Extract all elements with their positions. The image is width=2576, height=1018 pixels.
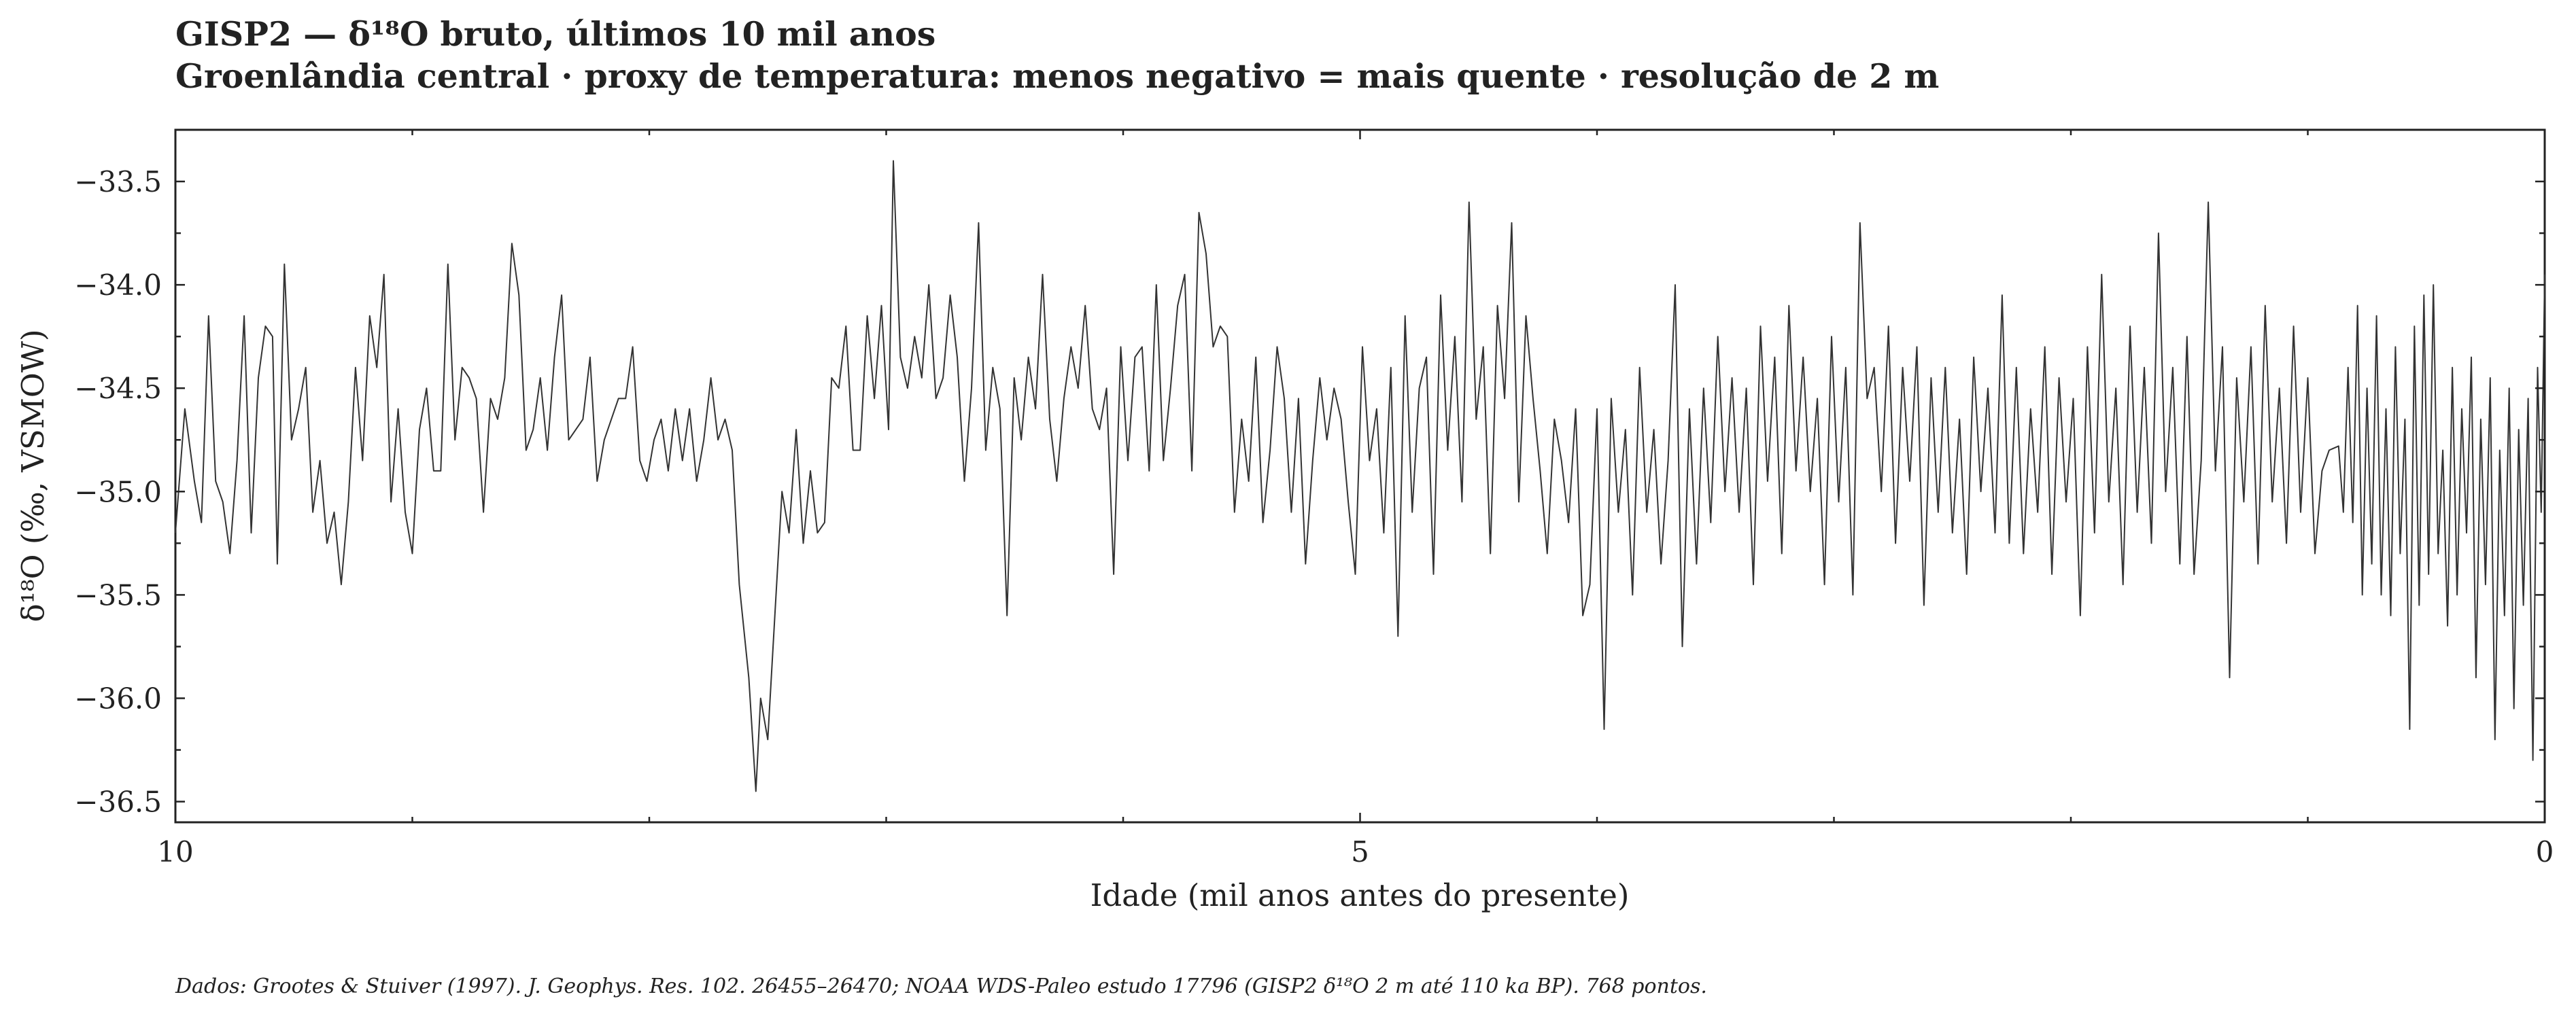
x-tick-label: 0 [2536, 835, 2554, 868]
y-tick-label: −35.0 [74, 475, 162, 508]
y-tick-label: −34.5 [74, 372, 162, 405]
y-tick-label: −33.5 [74, 165, 162, 198]
x-tick-label: 5 [1351, 835, 1369, 868]
plot-frame [174, 128, 2546, 824]
x-tick-label: 10 [157, 835, 193, 868]
y-tick-label: −36.0 [74, 682, 162, 715]
y-axis-ticks: −33.5 −34.0 −34.5 −35.0 −35.5 −36.0 −36.5 [74, 128, 2545, 819]
chart-subtitle: Groenlândia central · proxy de temperatu… [175, 56, 1940, 96]
y-tick-label: −35.5 [74, 578, 162, 612]
chart-title: GISP2 — δ¹⁸O bruto, últimos 10 mil anos [175, 14, 936, 54]
y-axis-label: δ¹⁸O (‰, VSMOW) [15, 329, 51, 622]
x-axis-label: Idade (mil anos antes do presente) [1090, 877, 1630, 913]
y-tick-label: −34.0 [74, 268, 162, 302]
y-tick-label: −36.5 [74, 786, 162, 819]
series-line [175, 160, 2545, 792]
source-note: Dados: Grootes & Stuiver (1997). J. Geop… [175, 975, 1707, 998]
x-axis-ticks: 10 5 0 [157, 130, 2554, 868]
